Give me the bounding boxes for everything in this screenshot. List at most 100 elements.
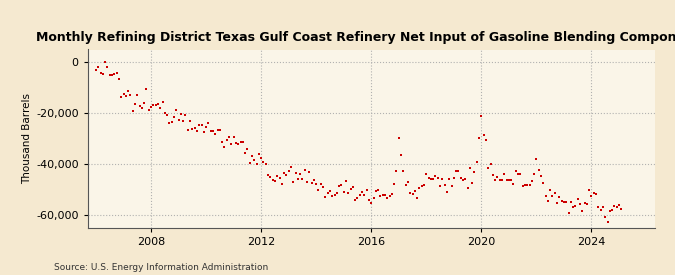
Point <box>157 100 168 104</box>
Point <box>100 60 111 65</box>
Point <box>143 108 154 112</box>
Point <box>435 184 446 188</box>
Point <box>371 189 381 193</box>
Point <box>153 102 163 106</box>
Point <box>116 94 127 99</box>
Point <box>107 73 117 77</box>
Point <box>290 170 301 175</box>
Point <box>359 192 370 197</box>
Point <box>389 182 400 186</box>
Point <box>451 169 462 173</box>
Point <box>288 180 298 184</box>
Point <box>556 198 567 203</box>
Point <box>198 130 209 134</box>
Point <box>111 70 122 75</box>
Point <box>384 194 395 199</box>
Point <box>176 112 186 116</box>
Point <box>529 172 539 176</box>
Point <box>352 196 363 200</box>
Point <box>506 178 516 182</box>
Point <box>313 187 324 192</box>
Point <box>274 175 285 180</box>
Point <box>612 204 622 209</box>
Point <box>180 113 191 118</box>
Point <box>616 207 626 211</box>
Point <box>589 191 599 195</box>
Point <box>428 176 439 181</box>
Point <box>333 183 344 188</box>
Point <box>382 196 393 200</box>
Point <box>185 119 196 123</box>
Point <box>343 191 354 195</box>
Point <box>329 192 340 197</box>
Point <box>286 165 296 169</box>
Point <box>345 187 356 191</box>
Point <box>405 191 416 195</box>
Title: Monthly Refining District Texas Gulf Coast Refinery Net Input of Gasoline Blendi: Monthly Refining District Texas Gulf Coa… <box>36 31 675 44</box>
Point <box>425 176 436 181</box>
Point <box>233 142 244 146</box>
Point <box>151 102 161 107</box>
Point <box>485 161 496 166</box>
Point <box>155 106 165 110</box>
Point <box>327 194 338 199</box>
Point <box>469 170 480 175</box>
Point <box>474 136 485 140</box>
Point <box>162 112 173 117</box>
Point <box>614 202 624 207</box>
Point <box>226 142 237 147</box>
Point <box>249 158 260 163</box>
Point <box>476 114 487 119</box>
Point <box>292 177 303 181</box>
Point <box>402 180 413 185</box>
Point <box>366 200 377 205</box>
Point <box>412 196 423 200</box>
Point <box>302 180 313 184</box>
Point <box>572 197 583 201</box>
Point <box>256 156 267 160</box>
Point <box>208 129 219 133</box>
Point <box>584 188 595 192</box>
Point <box>276 182 287 186</box>
Point <box>123 89 134 93</box>
Point <box>607 208 618 213</box>
Point <box>189 125 200 130</box>
Point <box>586 193 597 198</box>
Point <box>182 128 193 133</box>
Point <box>173 118 184 122</box>
Point <box>554 195 565 199</box>
Point <box>379 192 390 197</box>
Point <box>479 133 489 137</box>
Point <box>118 92 129 96</box>
Point <box>306 181 317 185</box>
Point <box>515 172 526 176</box>
Point <box>407 192 418 196</box>
Point <box>90 67 101 72</box>
Point <box>354 193 365 197</box>
Point <box>246 154 257 158</box>
Point <box>263 172 273 177</box>
Point <box>375 193 386 198</box>
Point <box>364 198 375 203</box>
Point <box>267 178 278 182</box>
Point <box>299 167 310 172</box>
Point <box>235 140 246 144</box>
Point <box>171 108 182 112</box>
Point <box>336 183 347 187</box>
Point <box>120 94 131 98</box>
Point <box>203 121 214 125</box>
Point <box>132 92 142 97</box>
Point <box>439 183 450 187</box>
Point <box>105 72 115 77</box>
Point <box>460 177 470 181</box>
Point <box>148 102 159 107</box>
Point <box>320 194 331 199</box>
Point <box>394 136 404 140</box>
Point <box>223 134 234 139</box>
Point <box>456 176 466 181</box>
Point <box>604 209 615 213</box>
Point <box>97 72 108 76</box>
Point <box>322 191 333 195</box>
Point <box>210 132 221 136</box>
Point <box>512 172 523 176</box>
